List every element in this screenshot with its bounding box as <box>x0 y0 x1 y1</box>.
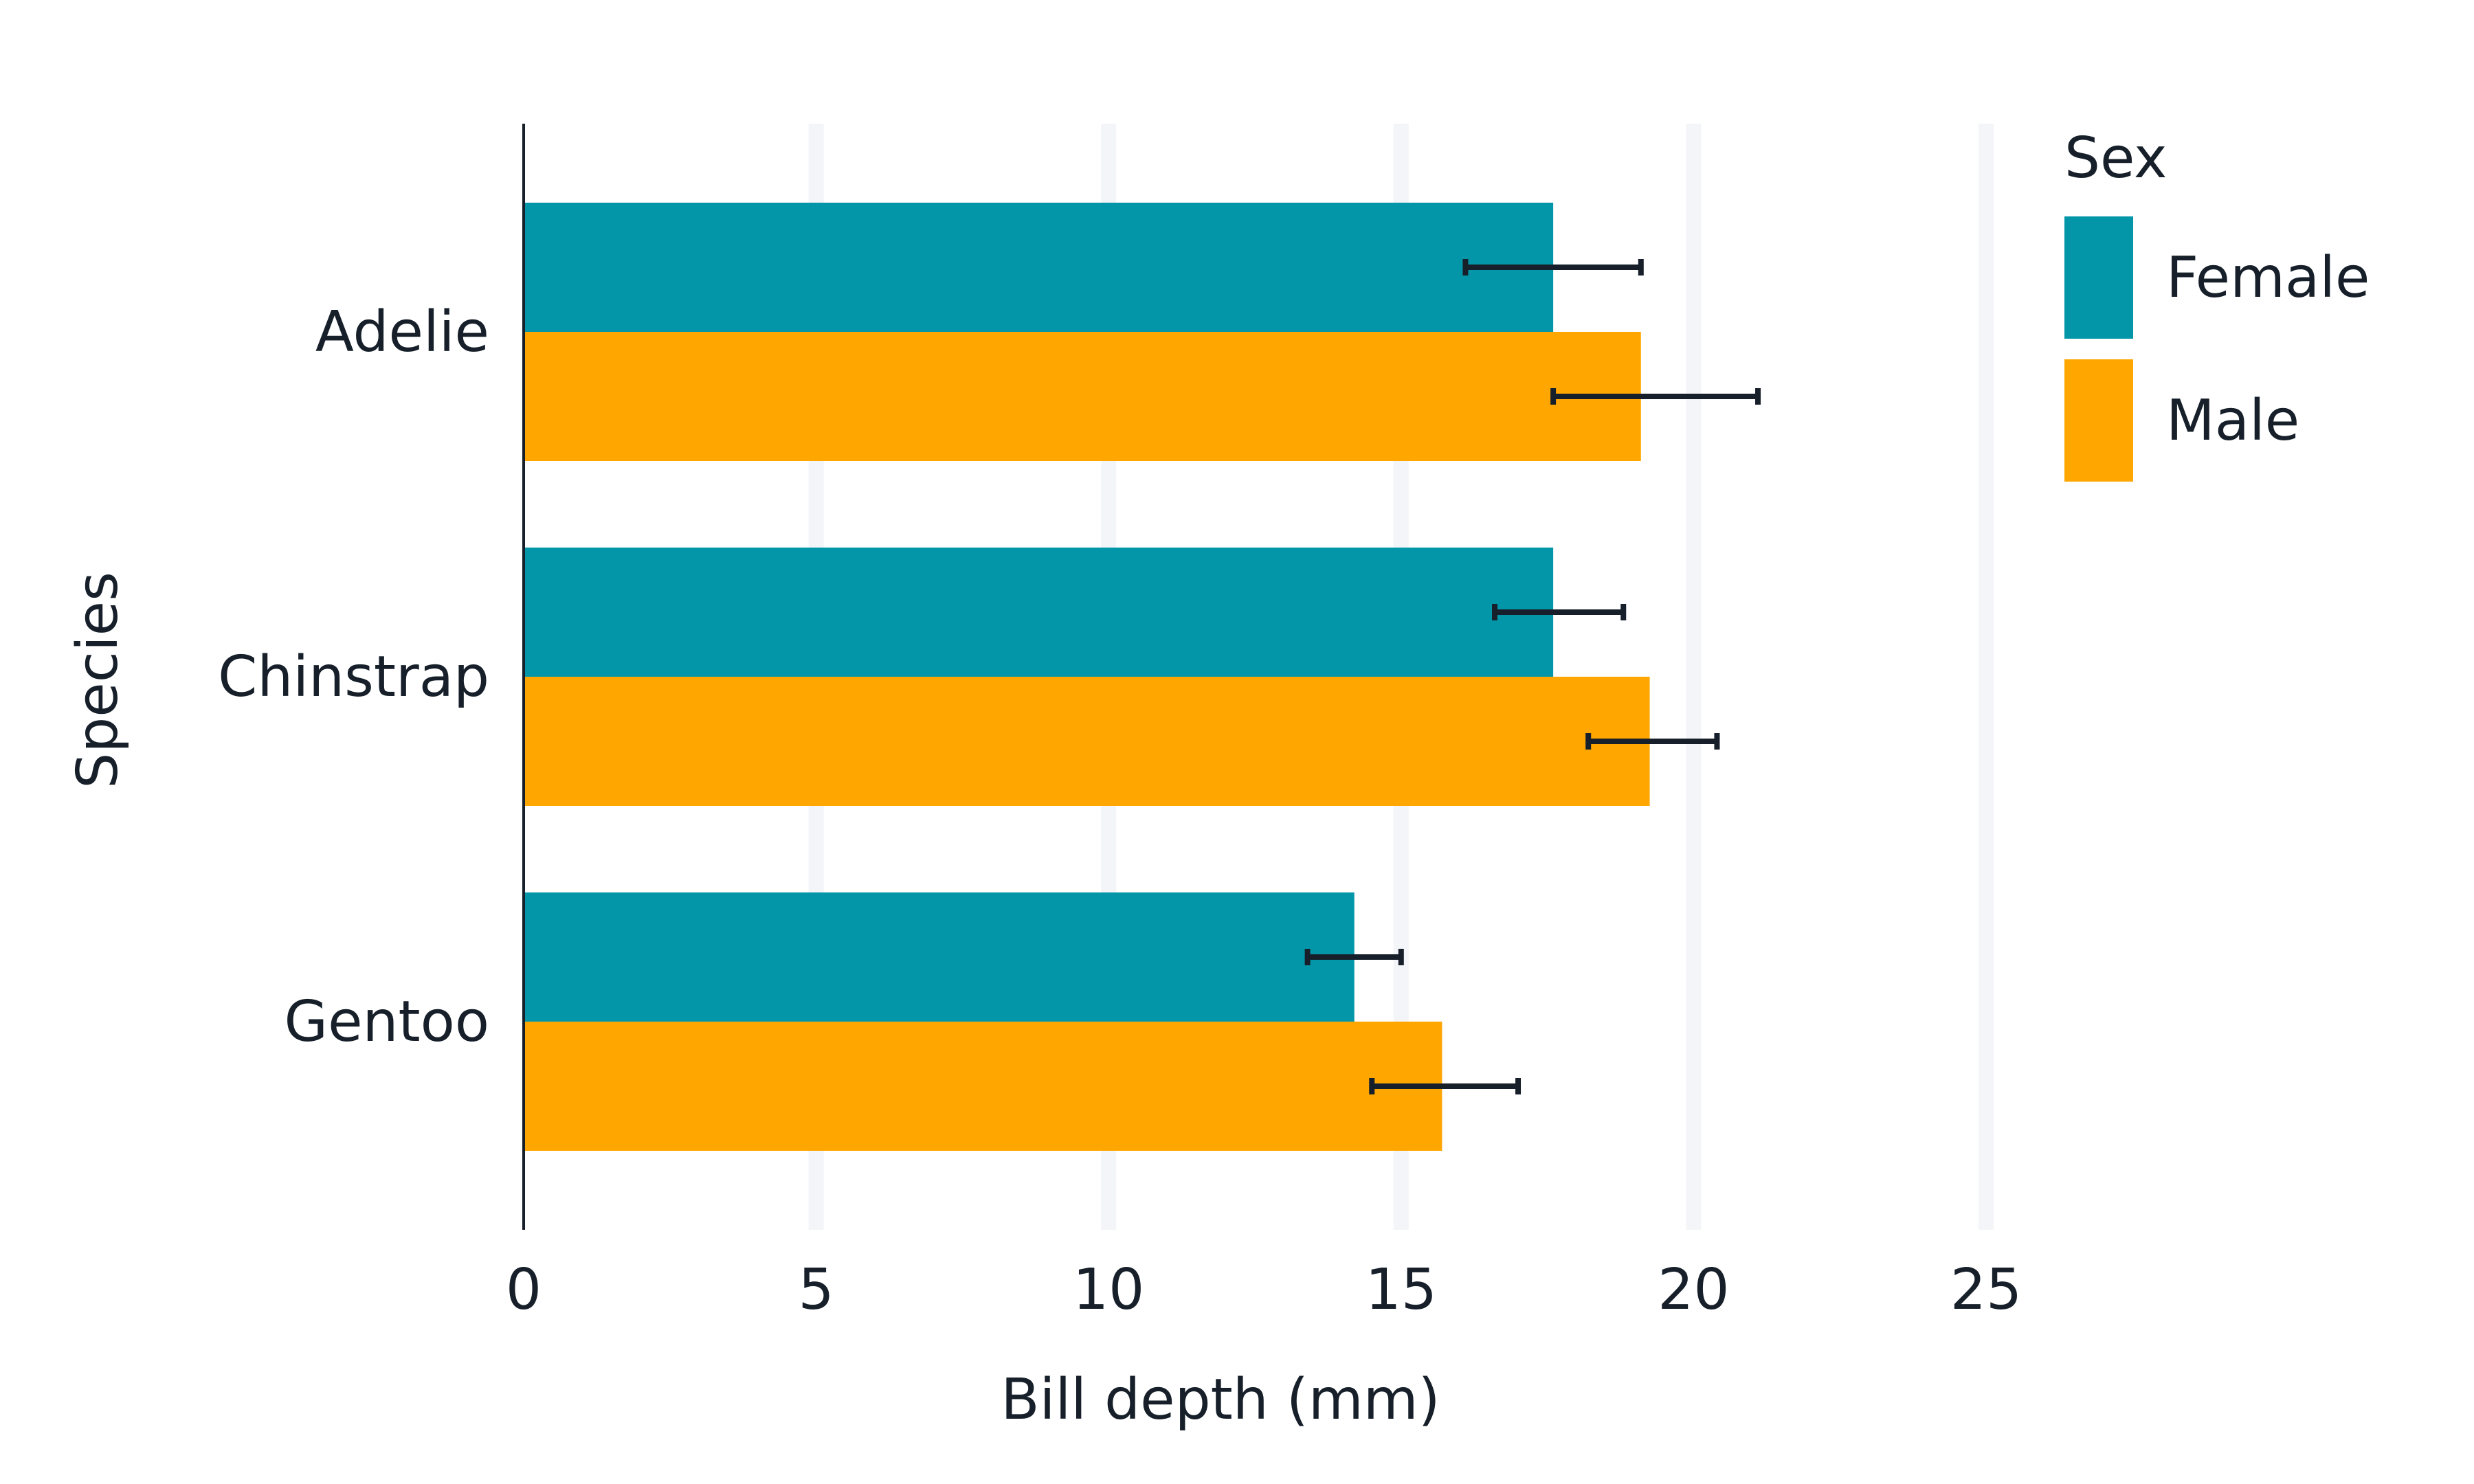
y-category-label: Chinstrap <box>218 644 489 710</box>
y-category-label: Gentoo <box>285 989 489 1055</box>
bar-gentoo-male <box>524 1022 1442 1151</box>
legend-swatch <box>2064 216 2133 339</box>
x-tick-labels: 0 5 10 15 20 25 <box>506 1257 2022 1323</box>
errorbar-adelie-male <box>1550 388 1761 405</box>
bar-chinstrap-male <box>524 677 1650 806</box>
x-tick-label: 25 <box>1950 1257 2022 1323</box>
x-axis-title: Bill depth (mm) <box>1001 1367 1440 1432</box>
bar-adelie-female <box>524 203 1554 332</box>
bar-gentoo-female <box>524 892 1355 1022</box>
legend-label: Female <box>2166 245 2370 311</box>
errorbar-gentoo-male <box>1369 1078 1522 1094</box>
x-tick-label: 15 <box>1366 1257 1437 1323</box>
errorbar-chinstrap-female <box>1491 604 1627 620</box>
x-tick-label: 10 <box>1073 1257 1144 1323</box>
x-tick-label: 5 <box>799 1257 834 1323</box>
y-category-label: Adelie <box>315 300 489 365</box>
legend-label: Male <box>2166 388 2299 453</box>
legend: Sex Female Male <box>2064 126 2370 482</box>
legend-item-female: Female <box>2064 216 2370 339</box>
legend-item-male: Male <box>2064 359 2299 482</box>
bar-adelie-male <box>524 332 1641 461</box>
error-bars <box>1304 259 1761 1094</box>
errorbar-adelie-female <box>1462 259 1644 276</box>
y-axis-title: Species <box>65 572 131 789</box>
errorbar-gentoo-female <box>1304 949 1404 965</box>
x-tick-label: 0 <box>506 1257 542 1323</box>
errorbar-chinstrap-male <box>1585 733 1720 750</box>
legend-swatch <box>2064 359 2133 482</box>
bar-chinstrap-female <box>524 548 1554 677</box>
bars <box>524 203 1650 1151</box>
x-tick-label: 20 <box>1658 1257 1729 1323</box>
y-category-labels: Adelie Chinstrap Gentoo <box>218 300 489 1055</box>
legend-title: Sex <box>2064 126 2167 191</box>
